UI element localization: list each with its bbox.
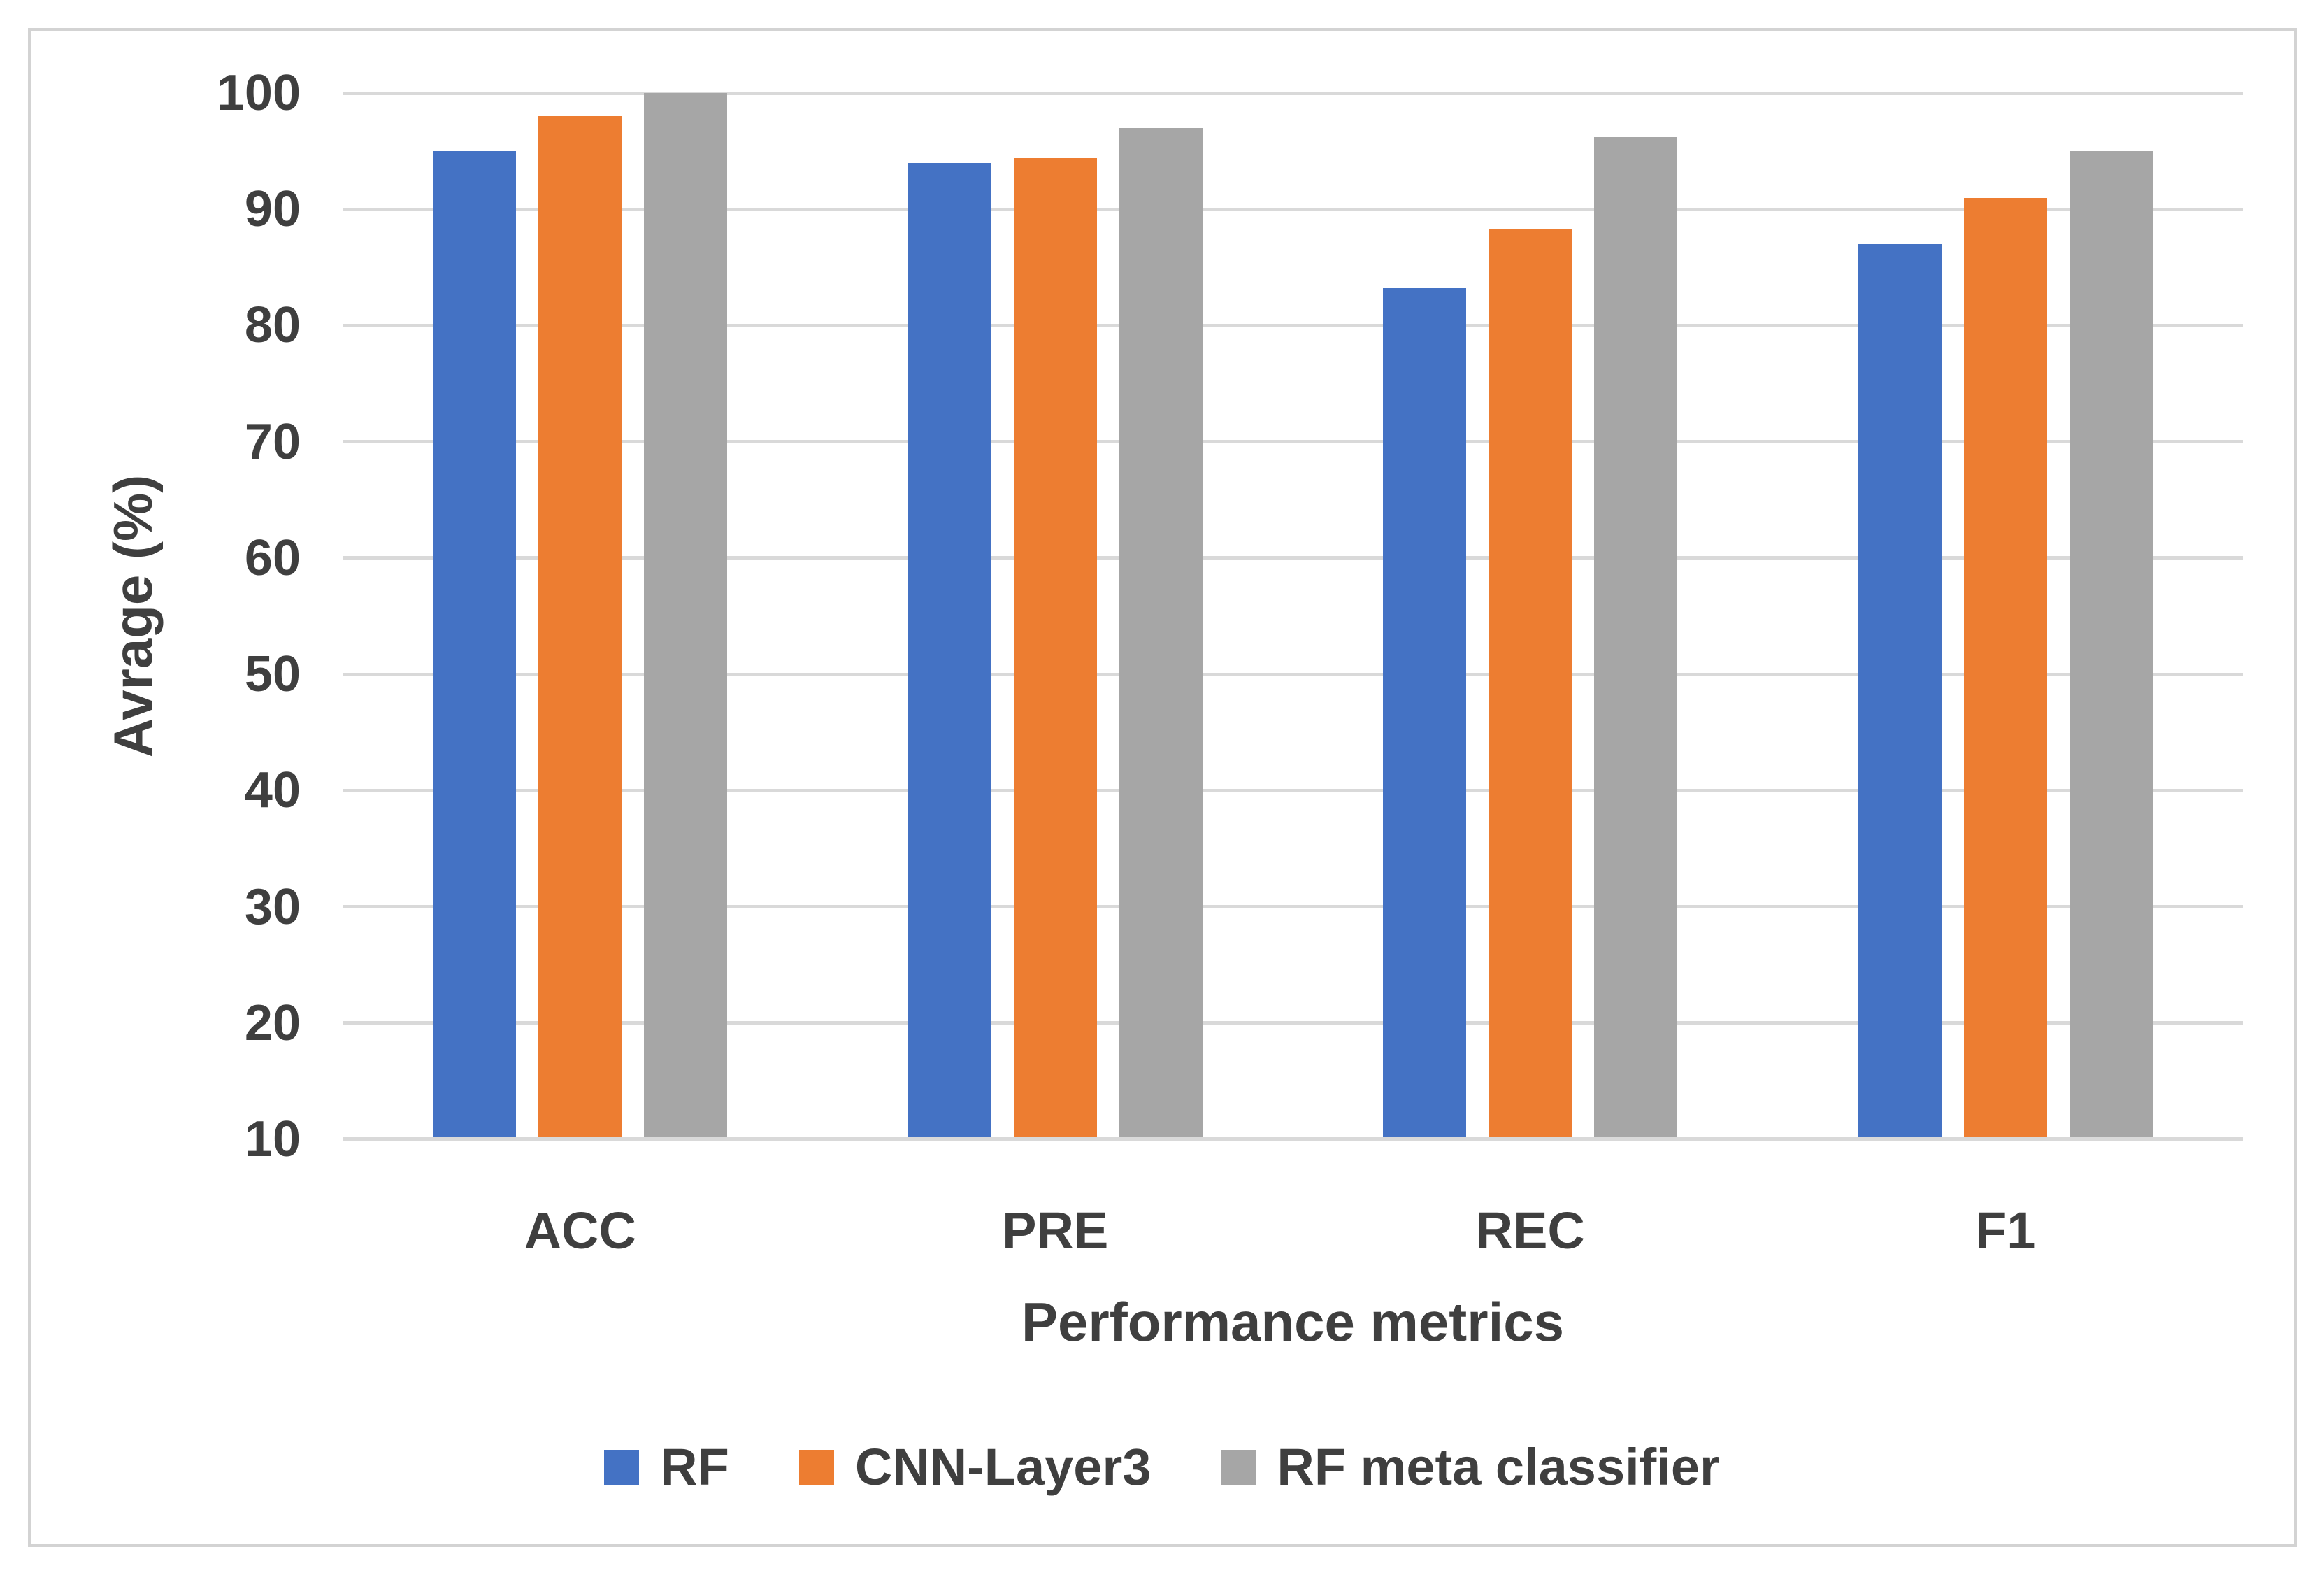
legend-item-rf: RF <box>604 1431 729 1504</box>
bar-rf-acc <box>433 151 517 1139</box>
gridline-90 <box>343 207 2243 211</box>
bar-cnn-layer3-acc <box>538 116 622 1139</box>
bar-rf-meta-classifier-f1 <box>2069 151 2153 1139</box>
y-tick-70: 70 <box>244 413 301 470</box>
bar-cnn-layer3-f1 <box>1963 197 2047 1139</box>
y-tick-40: 40 <box>244 762 301 819</box>
legend-item-cnn-layer3: CNN-Layer3 <box>798 1431 1152 1504</box>
plot-area <box>343 91 2243 1141</box>
gridline-70 <box>343 440 2243 444</box>
y-tick-10: 10 <box>244 1111 301 1167</box>
legend-swatch-cnn-layer3 <box>798 1450 834 1485</box>
x-axis-title: Performance metrics <box>1021 1291 1565 1353</box>
y-tick-100: 100 <box>216 65 301 121</box>
x-axis-line <box>343 1137 2243 1141</box>
legend-label-rf-meta-classifier: RF meta classifier <box>1277 1438 1720 1496</box>
y-tick-30: 30 <box>244 878 301 935</box>
bar-rf-meta-classifier-pre <box>1119 127 1203 1139</box>
x-tick-f1: F1 <box>1975 1202 2036 1260</box>
y-tick-90: 90 <box>244 181 301 238</box>
legend-swatch-rf <box>604 1450 640 1485</box>
legend: RF CNN-Layer3 RF meta classifier <box>0 1431 2324 1504</box>
x-tick-acc: ACC <box>524 1202 636 1260</box>
bar-rf-f1 <box>1858 244 1942 1139</box>
bar-rf-meta-classifier-acc <box>644 93 728 1139</box>
bar-rf-pre <box>908 162 991 1139</box>
gridline-50 <box>343 672 2243 676</box>
y-tick-20: 20 <box>244 995 301 1051</box>
bar-cnn-layer3-rec <box>1489 229 1572 1139</box>
x-tick-pre: PRE <box>1002 1202 1109 1260</box>
y-tick-60: 60 <box>244 529 301 586</box>
gridline-30 <box>343 905 2243 909</box>
gridline-60 <box>343 556 2243 560</box>
legend-label-cnn-layer3: CNN-Layer3 <box>854 1438 1152 1496</box>
bar-cnn-layer3-pre <box>1013 158 1097 1139</box>
gridline-80 <box>343 323 2243 327</box>
x-tick-rec: REC <box>1475 1202 1585 1260</box>
legend-item-rf-meta-classifier: RF meta classifier <box>1221 1431 1720 1504</box>
gridline-40 <box>343 788 2243 792</box>
y-tick-50: 50 <box>244 646 301 703</box>
legend-label-rf: RF <box>660 1438 729 1496</box>
bar-rf-meta-classifier-rec <box>1594 137 1678 1139</box>
gridline-100 <box>343 91 2243 95</box>
legend-swatch-rf-meta-classifier <box>1221 1450 1256 1485</box>
y-tick-80: 80 <box>244 297 301 354</box>
bar-rf-rec <box>1383 288 1467 1139</box>
gridline-20 <box>343 1021 2243 1025</box>
chart-border <box>28 28 2297 1547</box>
